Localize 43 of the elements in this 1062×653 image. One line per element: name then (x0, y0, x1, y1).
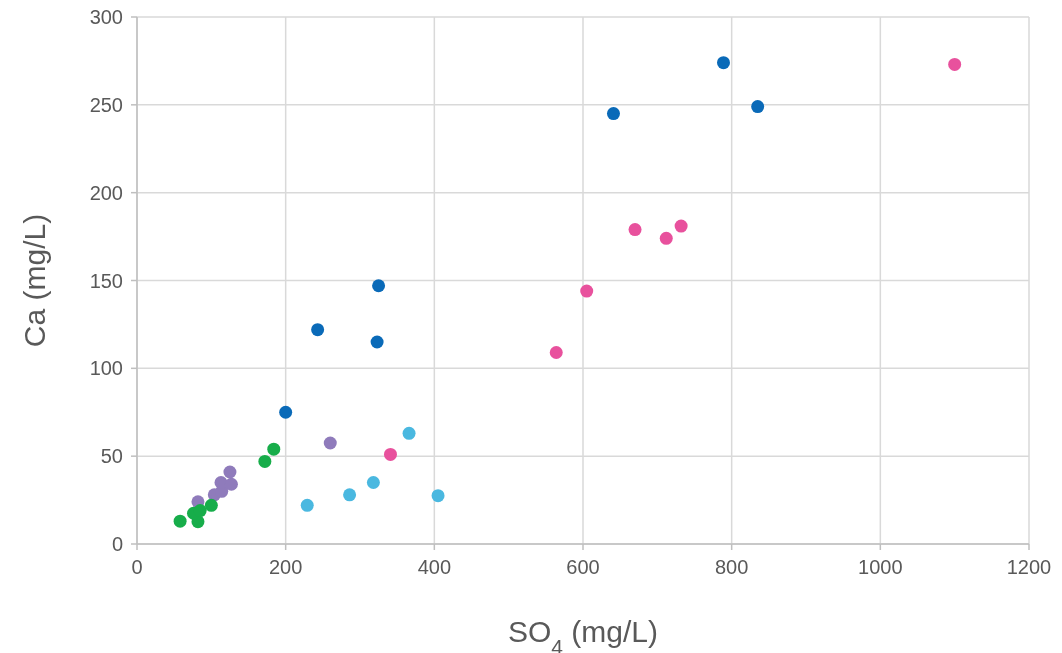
point (311, 323, 325, 337)
point (370, 335, 384, 349)
point (751, 100, 765, 114)
x-tick-label: 800 (714, 556, 749, 578)
point (366, 476, 380, 490)
y-tick-label: 50 (100, 445, 123, 468)
point (431, 489, 445, 503)
y-tick-label: 250 (89, 93, 123, 116)
x-tick-label: 0 (131, 556, 143, 578)
point (674, 219, 688, 233)
x-axis-title: SO$_{4}$ (mg/L) (507, 615, 659, 653)
point (224, 477, 238, 491)
point (948, 57, 962, 71)
point (549, 346, 563, 360)
x-tick-label: 600 (566, 556, 600, 578)
y-tick-label: 150 (89, 269, 123, 292)
point (372, 279, 386, 293)
point (628, 223, 642, 237)
point (193, 504, 207, 518)
point (258, 454, 272, 468)
x-tick-label: 1000 (858, 556, 903, 578)
y-tick-label: 100 (89, 357, 123, 380)
point (223, 465, 237, 479)
y-tick-label: 0 (111, 533, 123, 555)
x-tick-label: 200 (268, 556, 303, 578)
point (606, 107, 620, 121)
y-tick-label: 200 (89, 181, 123, 204)
point (279, 405, 293, 419)
point (267, 442, 281, 456)
y-tick-label: 300 (89, 6, 123, 28)
point (204, 498, 218, 512)
point (659, 231, 673, 245)
point (173, 514, 187, 528)
point (383, 447, 397, 461)
y-axis-title: Ca (mg/L) (18, 213, 51, 348)
point (300, 498, 314, 512)
x-tick-label: 400 (417, 556, 452, 578)
point (402, 426, 416, 440)
point (580, 284, 594, 298)
x-tick-label: 1200 (1006, 556, 1052, 578)
point (323, 436, 337, 450)
point (343, 488, 357, 502)
point (716, 56, 730, 70)
